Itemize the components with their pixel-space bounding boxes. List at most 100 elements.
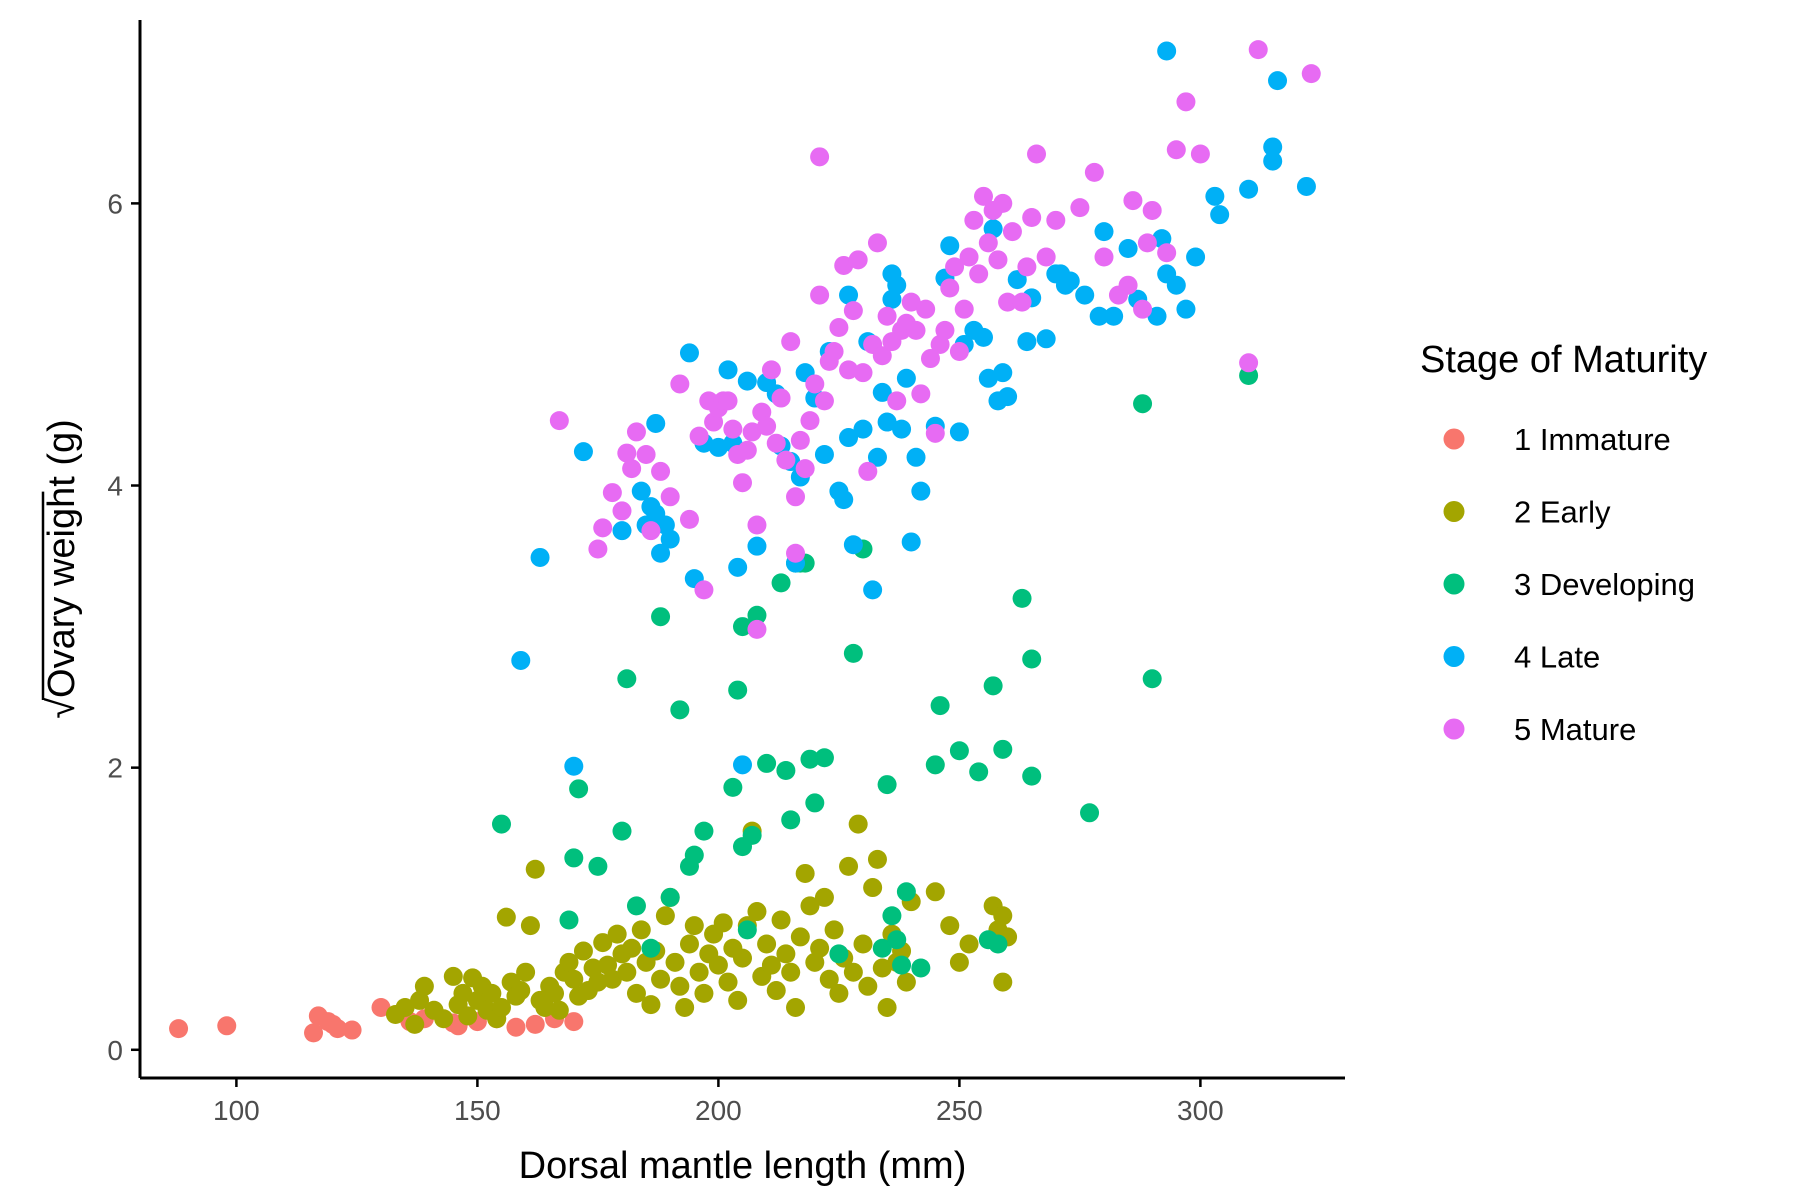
data-point-1: [506, 1017, 526, 1037]
data-point-3: [949, 741, 969, 761]
data-point-2: [896, 972, 916, 992]
data-point-5: [641, 521, 661, 541]
data-point-4: [1157, 41, 1177, 61]
data-point-4: [1036, 329, 1056, 349]
x-tick-label: 100: [213, 1095, 260, 1126]
data-point-5: [853, 363, 873, 383]
data-point-5: [901, 292, 921, 312]
data-point-4: [872, 382, 892, 402]
data-point-2: [655, 906, 675, 926]
data-point-5: [1133, 299, 1153, 319]
data-point-5: [1239, 353, 1259, 373]
data-point-5: [679, 509, 699, 529]
legend-label-4: 4 Late: [1514, 640, 1600, 675]
data-point-2: [622, 938, 642, 958]
data-point-4: [814, 444, 834, 464]
data-point-2: [766, 981, 786, 1001]
legend-label-2: 2 Early: [1514, 495, 1611, 530]
data-point-5: [1142, 200, 1162, 220]
data-point-3: [930, 696, 950, 716]
data-point-5: [1084, 162, 1104, 182]
data-point-2: [679, 934, 699, 954]
data-point-3: [843, 643, 863, 663]
data-point-5: [795, 459, 815, 479]
data-point-4: [1239, 179, 1259, 199]
data-point-5: [969, 264, 989, 284]
x-axis-title: Dorsal mantle length (mm): [519, 1145, 967, 1187]
data-point-3: [569, 779, 589, 799]
data-point-2: [757, 934, 777, 954]
data-point-3: [776, 760, 796, 780]
data-point-2: [795, 863, 815, 883]
legend-key-2: [1443, 501, 1465, 522]
data-point-2: [414, 976, 434, 996]
legend-key-5: [1443, 718, 1465, 740]
data-point-2: [708, 955, 728, 975]
data-point-3: [805, 793, 825, 813]
data-point-4: [911, 481, 931, 501]
data-point-2: [867, 849, 887, 869]
data-point-5: [742, 422, 762, 442]
data-point-3: [896, 882, 916, 902]
data-point-2: [453, 983, 473, 1003]
data-point-5: [733, 473, 752, 493]
data-point-3: [728, 680, 748, 700]
x-tick-label: 250: [936, 1095, 983, 1126]
data-point-5: [757, 416, 777, 436]
data-point-3: [651, 607, 671, 627]
data-point-5: [848, 250, 868, 270]
data-point-5: [959, 247, 979, 267]
data-point-2: [482, 983, 502, 1003]
data-point-5: [887, 391, 907, 411]
data-point-3: [612, 821, 632, 841]
data-point-2: [602, 969, 622, 989]
data-point-5: [1022, 207, 1042, 227]
data-point-2: [959, 934, 979, 954]
data-point-3: [814, 748, 834, 768]
data-point-5: [766, 433, 786, 453]
data-point-2: [872, 958, 892, 978]
data-point-2: [588, 972, 608, 992]
legend-key-3: [1443, 573, 1465, 595]
data-point-2: [839, 856, 859, 876]
data-point-2: [689, 962, 709, 982]
data-point-5: [843, 301, 863, 321]
data-point-1: [564, 1012, 584, 1032]
data-point-5: [694, 580, 714, 600]
data-point-5: [945, 257, 965, 277]
data-point-2: [670, 976, 690, 996]
data-point-3: [641, 938, 661, 958]
data-point-5: [824, 342, 844, 362]
data-point-2: [520, 916, 540, 936]
data-point-4: [1104, 306, 1124, 326]
data-point-2: [761, 955, 781, 975]
data-point-2: [564, 969, 584, 989]
data-point-2: [631, 920, 651, 940]
data-point-5: [1123, 191, 1143, 211]
data-point-3: [723, 777, 743, 797]
data-point-5: [1046, 210, 1066, 230]
data-point-2: [733, 948, 752, 968]
y-tick-label: 4: [107, 471, 123, 502]
data-point-2: [728, 990, 748, 1010]
data-point-5: [1166, 140, 1186, 160]
data-point-3: [1133, 394, 1153, 414]
data-point-5: [1248, 40, 1268, 60]
data-point-5: [940, 278, 960, 298]
data-point-1: [328, 1019, 348, 1039]
data-point-3: [564, 848, 584, 868]
data-point-5: [974, 186, 993, 206]
data-point-5: [1190, 144, 1210, 164]
data-point-2: [675, 997, 695, 1017]
data-point-2: [559, 952, 579, 972]
data-point-2: [819, 969, 839, 989]
data-point-5: [805, 374, 825, 394]
data-point-3: [1012, 588, 1032, 608]
data-point-4: [1210, 205, 1230, 225]
data-point-4: [747, 536, 767, 556]
data-point-5: [612, 501, 632, 521]
data-point-2: [781, 962, 801, 982]
data-point-3: [800, 749, 820, 769]
data-points-layer: [169, 40, 1321, 1043]
